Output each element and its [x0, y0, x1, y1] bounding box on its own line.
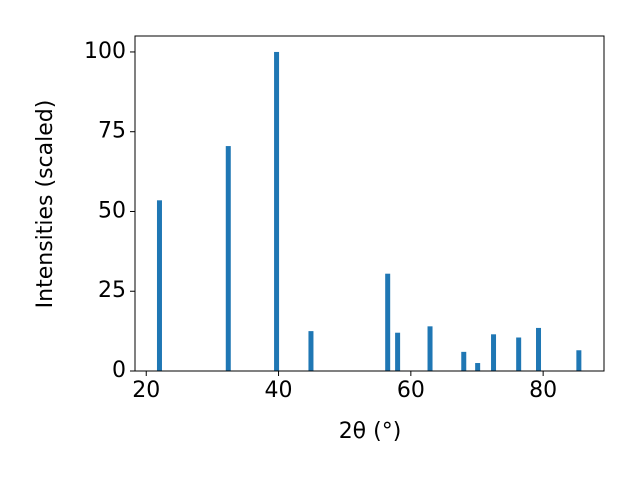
bar — [225, 146, 231, 371]
bar — [461, 351, 467, 371]
bar — [308, 331, 314, 371]
bar — [475, 363, 481, 371]
bar — [516, 337, 522, 371]
bar — [156, 200, 162, 371]
bar — [576, 350, 582, 371]
y-tick-label: 100 — [84, 39, 126, 64]
bar — [385, 273, 391, 371]
bar — [395, 332, 401, 371]
bar — [491, 334, 497, 371]
y-tick-label: 0 — [112, 358, 126, 383]
x-tick-label: 80 — [529, 378, 557, 403]
y-tick-label: 25 — [98, 278, 126, 303]
x-tick-label: 60 — [397, 378, 425, 403]
bar — [536, 327, 542, 371]
plot-frame — [134, 35, 605, 372]
x-axis-label: 2θ (°) — [339, 419, 402, 444]
y-axis-label: Intensities (scaled) — [33, 100, 58, 309]
x-tick-label: 40 — [265, 378, 293, 403]
x-tick-label: 20 — [132, 378, 160, 403]
bar — [274, 51, 280, 371]
bar — [427, 326, 433, 371]
y-tick-label: 75 — [98, 119, 126, 144]
y-tick-label: 50 — [98, 198, 126, 223]
